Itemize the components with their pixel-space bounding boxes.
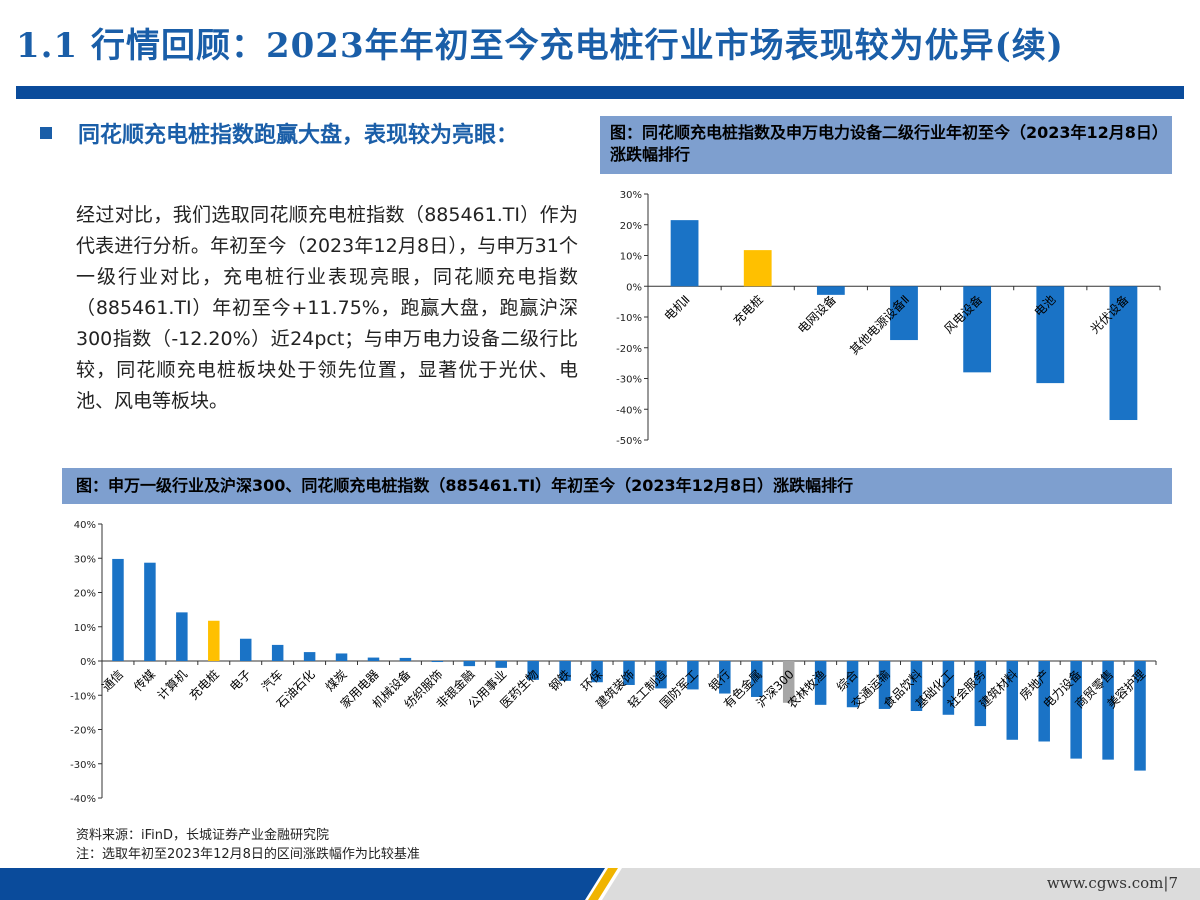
bar bbox=[208, 620, 220, 661]
bar bbox=[846, 661, 859, 708]
footer-blue-band bbox=[0, 868, 605, 900]
y-tick-label: -30% bbox=[616, 375, 642, 386]
x-tick-label: 充电桩 bbox=[730, 292, 766, 328]
bar bbox=[719, 661, 731, 694]
footer-band bbox=[0, 868, 1200, 900]
y-tick-label: 30% bbox=[620, 190, 642, 201]
bar bbox=[176, 612, 188, 661]
bar bbox=[963, 286, 992, 373]
bar bbox=[623, 661, 635, 685]
title-rule bbox=[16, 86, 1184, 99]
bar bbox=[1102, 661, 1114, 760]
page-title: 1.1 行情回顾：2023年年初至今充电桩行业市场表现较为优异(续) bbox=[16, 26, 1064, 66]
y-tick-label: 10% bbox=[620, 252, 642, 263]
footer-grey-band bbox=[602, 868, 1200, 900]
bar bbox=[1070, 661, 1082, 759]
y-tick-label: -30% bbox=[70, 760, 96, 771]
bar bbox=[814, 661, 827, 705]
bar bbox=[431, 661, 444, 663]
bar bbox=[974, 661, 987, 727]
bar bbox=[1036, 286, 1065, 384]
x-tick-label: 计算机 bbox=[154, 667, 190, 703]
bar bbox=[743, 250, 772, 287]
bar bbox=[303, 652, 316, 661]
bar bbox=[878, 661, 891, 709]
source-note: 资料来源：iFinD，长城证券产业金融研究院 bbox=[76, 828, 330, 843]
bar bbox=[751, 661, 763, 697]
x-tick-label: 煤炭 bbox=[323, 667, 350, 694]
x-tick-label: 电网设备 bbox=[795, 292, 839, 336]
bar bbox=[816, 286, 845, 295]
x-tick-label: 传媒 bbox=[130, 667, 158, 695]
y-tick-label: -40% bbox=[70, 794, 96, 805]
y-tick-label: -20% bbox=[70, 726, 96, 737]
bar bbox=[655, 661, 667, 689]
y-tick-label: -20% bbox=[616, 344, 642, 355]
bar bbox=[910, 661, 923, 712]
y-tick-label: -50% bbox=[616, 436, 642, 447]
y-tick-label: 0% bbox=[80, 657, 96, 668]
bar bbox=[687, 661, 699, 690]
bar bbox=[1134, 661, 1146, 771]
y-tick-label: 0% bbox=[626, 282, 642, 293]
analysis-paragraph: 经过对比，我们选取同花顺充电桩指数（885461.TI）作为代表进行分析。年初至… bbox=[76, 204, 578, 412]
bar bbox=[239, 638, 252, 661]
bar bbox=[1006, 661, 1019, 740]
footer-url[interactable]: www.cgws.com bbox=[1046, 874, 1164, 892]
bar bbox=[591, 661, 603, 683]
x-tick-label: 通信 bbox=[99, 667, 126, 694]
ev-charging-subindustry-chart: 30% 20% 10% 0% -10% -20% -30% -40% -50% 电机Ⅱ 充电桩 电网设… bbox=[616, 190, 1161, 447]
y-tick-label: 40% bbox=[74, 520, 96, 531]
bar bbox=[495, 661, 507, 668]
bar bbox=[942, 661, 955, 715]
bar bbox=[559, 661, 571, 681]
figure2-caption: 图：申万一级行业及沪深300、同花顺充电桩指数（885461.TI）年初至今（2… bbox=[62, 468, 1172, 504]
bullet-square-icon bbox=[40, 127, 52, 139]
bar bbox=[782, 661, 795, 703]
notes-block: 资料来源：iFinD，长城证券产业金融研究院 注：选取年初至2023年12月8日… bbox=[76, 826, 420, 864]
comparison-note: 注：选取年初至2023年12月8日的区间涨跌幅作为比较基准 bbox=[76, 847, 420, 862]
bar bbox=[463, 661, 476, 667]
figure1-caption: 图：同花顺充电桩指数及申万电力设备二级行业年初至今（2023年12月8日）涨跌幅… bbox=[600, 116, 1172, 174]
bar bbox=[335, 653, 348, 661]
x-tick-label: 电机Ⅱ bbox=[662, 292, 693, 323]
sw-industry-ranking-chart: 40% 30% 20% 10% 0% -10% -20% -30% -40% 通信 传媒计算机充电桩… bbox=[70, 520, 1157, 805]
footer-yellow-stripe bbox=[588, 868, 618, 900]
y-tick-label: 30% bbox=[74, 554, 96, 565]
bar bbox=[112, 558, 124, 661]
page-number: 7 bbox=[1168, 874, 1178, 892]
bullet-heading: 同花顺充电桩指数跑赢大盘，表现较为亮眼： bbox=[78, 122, 519, 148]
bar bbox=[1038, 661, 1050, 742]
y-tick-label: -40% bbox=[616, 405, 642, 416]
y-tick-label: -10% bbox=[616, 313, 642, 324]
bar bbox=[399, 657, 412, 661]
footer-separator: | bbox=[1163, 874, 1169, 892]
bar bbox=[527, 661, 539, 680]
x-tick-label: 充电桩 bbox=[186, 667, 222, 703]
y-tick-label: 20% bbox=[620, 221, 642, 232]
y-tick-label: 20% bbox=[74, 589, 96, 600]
bar bbox=[144, 562, 156, 661]
bar bbox=[367, 657, 380, 661]
x-tick-label: 汽车 bbox=[258, 667, 286, 695]
bar bbox=[670, 220, 699, 287]
y-tick-label: -10% bbox=[70, 691, 96, 702]
bar bbox=[1109, 286, 1138, 421]
bar bbox=[890, 286, 918, 341]
footer-url-block: www.cgws.com|7 bbox=[1047, 874, 1178, 892]
y-tick-label: 10% bbox=[74, 623, 96, 634]
x-tick-label: 电子 bbox=[227, 667, 254, 694]
bar bbox=[271, 644, 284, 661]
